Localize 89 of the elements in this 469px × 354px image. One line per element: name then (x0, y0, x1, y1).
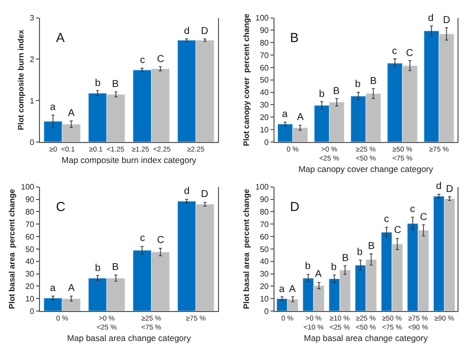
x-axis-title: Map composite burn index category (62, 154, 198, 165)
data-label: A (289, 284, 296, 295)
data-label: d (184, 186, 190, 197)
data-label: D (201, 26, 208, 37)
x-axis-title: Map basal area change category (304, 333, 428, 343)
data-label: d (184, 26, 190, 37)
y-tick-label: 0 (30, 138, 35, 147)
y-tick-label: 100 (255, 182, 270, 192)
y-axis-title: Plot basal area percent change (242, 188, 252, 309)
data-label: c (384, 214, 389, 225)
y-tick-label: 80 (25, 207, 35, 216)
y-tick-label: 100 (20, 182, 35, 192)
data-label: a (282, 109, 288, 120)
y-tick-label: 90 (260, 26, 270, 36)
y-tick-label: 90 (25, 195, 35, 204)
x-axis-title: Map basal area change category (67, 333, 192, 343)
data-label: a (50, 283, 56, 294)
data-label: a (279, 284, 285, 295)
text: A (56, 30, 65, 45)
y-tick-label: 50 (25, 244, 35, 254)
y-tick-label: 20 (260, 112, 270, 122)
y-tick-label: 70 (25, 220, 35, 229)
data-label: c (140, 55, 145, 66)
data-label: d (428, 13, 434, 24)
data-label: C (420, 212, 428, 223)
y-tick-label: 60 (25, 232, 35, 242)
data-label: B (333, 86, 340, 97)
y-tick-label: 70 (260, 220, 270, 229)
data-label: b (331, 262, 337, 273)
y-tick-label: 10 (260, 294, 270, 304)
data-label: d (436, 181, 442, 192)
y-tick-label: 30 (260, 270, 270, 279)
y-axis-title: Plot canopy cover percent change (242, 13, 252, 146)
y-tick-label: 30 (260, 100, 270, 110)
data-label: B (342, 253, 349, 264)
data-label: C (157, 54, 164, 65)
y-tick-label: 0 (30, 306, 35, 316)
y-tick-label: 20 (260, 282, 270, 292)
y-axis-title: Plot basal area percent change (8, 188, 17, 309)
y-tick-label: 0 (264, 306, 270, 316)
data-label: A (68, 283, 75, 294)
data-label: b (95, 263, 101, 274)
data-label: B (112, 262, 119, 273)
text: B (290, 30, 299, 45)
data-label: c (140, 233, 145, 244)
x-axis-title: Map canopy cover change category (298, 164, 434, 174)
data-label: D (443, 15, 450, 26)
y-tick-label: 100 (255, 14, 270, 23)
y-tick-label: 40 (25, 257, 35, 266)
text: D (290, 199, 300, 214)
y-tick-label: 50 (260, 244, 270, 254)
y-tick-label: 10 (260, 125, 270, 134)
y-tick-label: 60 (260, 232, 270, 242)
y-tick-label: 0 (264, 138, 270, 147)
text: C (56, 199, 66, 214)
y-tick-label: 10 (25, 294, 35, 304)
y-tick-label: 30 (25, 270, 35, 279)
data-label: C (394, 225, 402, 236)
y-tick-label: 3 (30, 14, 35, 23)
data-label: C (406, 48, 414, 59)
y-tick-label: 90 (260, 195, 270, 204)
y-tick-label: 80 (260, 38, 270, 48)
y-tick-label: 2 (30, 55, 35, 64)
data-label: A (297, 112, 304, 123)
data-label: A (68, 108, 75, 119)
y-tick-label: 1 (30, 96, 35, 106)
data-label: D (201, 189, 208, 200)
data-label: B (112, 79, 119, 90)
data-label: C (157, 235, 164, 246)
data-label: b (355, 79, 361, 90)
data-label: b (95, 78, 101, 89)
data-label: c (410, 204, 415, 215)
data-label: B (368, 241, 375, 252)
y-tick-label: 60 (260, 63, 270, 72)
data-label: B (370, 76, 377, 87)
data-label: b (319, 89, 325, 100)
y-axis-title: Plot composite burn index (16, 29, 26, 130)
y-tick-label: 40 (260, 88, 270, 98)
data-label: b (357, 247, 363, 258)
y-tick-label: 70 (260, 50, 270, 60)
data-label: b (305, 261, 311, 272)
y-tick-label: 40 (260, 257, 270, 266)
data-label: a (50, 102, 56, 113)
data-label: D (446, 184, 454, 195)
y-tick-label: 20 (25, 282, 35, 292)
y-tick-label: 50 (260, 76, 270, 85)
data-label: c (392, 46, 397, 57)
y-tick-label: 80 (260, 207, 270, 216)
data-label: A (315, 269, 322, 280)
